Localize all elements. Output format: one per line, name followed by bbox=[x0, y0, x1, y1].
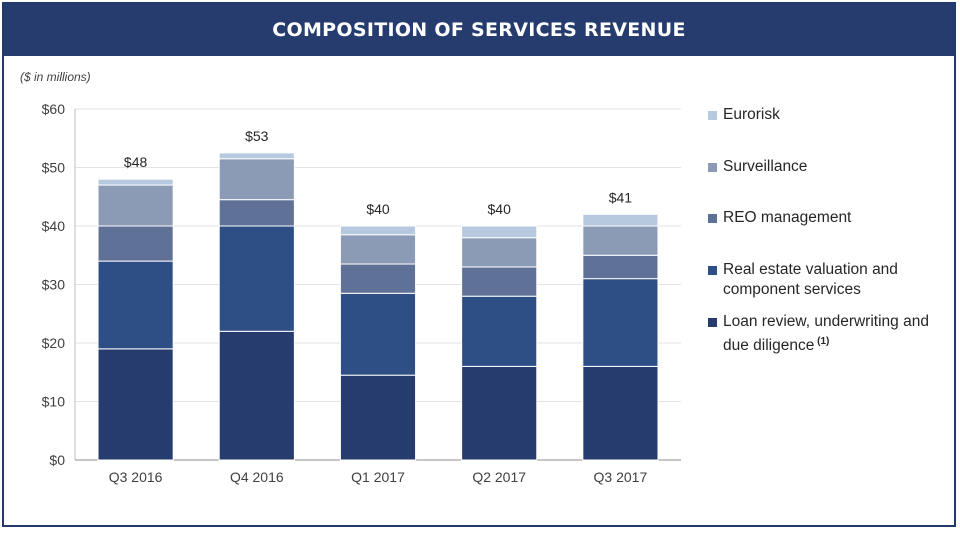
legend-label-text: Loan review, underwriting and due dilige… bbox=[723, 313, 929, 355]
legend-label: Real estate valuation and component serv… bbox=[723, 260, 933, 300]
legend-label-text: Eurorisk bbox=[723, 106, 780, 123]
y-tick-label: $10 bbox=[42, 394, 66, 410]
bar-segment bbox=[218, 152, 295, 160]
bar-segment bbox=[582, 254, 659, 280]
slide-title-bar: COMPOSITION OF SERVICES REVENUE bbox=[4, 4, 954, 56]
bar-segment bbox=[339, 263, 417, 294]
legend-label-text: REO management bbox=[723, 209, 852, 226]
y-tick-label: $0 bbox=[49, 452, 65, 468]
bar-segment bbox=[339, 374, 417, 461]
bar-segment bbox=[97, 260, 174, 350]
legend-item: REO management bbox=[708, 208, 933, 228]
legend-swatch bbox=[708, 318, 717, 327]
bar-segment bbox=[97, 184, 174, 227]
bar-segment bbox=[582, 278, 659, 367]
bar-segment bbox=[218, 199, 295, 227]
bar-segment bbox=[582, 365, 659, 461]
bar-segment bbox=[218, 225, 295, 332]
x-tick-label: Q4 2016 bbox=[230, 469, 284, 485]
bar-segment bbox=[97, 348, 174, 461]
x-tick-label: Q3 2017 bbox=[594, 469, 648, 485]
bar-total-label: $40 bbox=[366, 201, 390, 217]
bar-segment bbox=[218, 330, 295, 461]
x-tick-label: Q2 2017 bbox=[472, 469, 526, 485]
legend-item: Real estate valuation and component serv… bbox=[708, 260, 933, 300]
bar-segment bbox=[339, 234, 417, 265]
legend-label: Loan review, underwriting and due dilige… bbox=[723, 312, 933, 356]
y-tick-label: $60 bbox=[42, 101, 66, 117]
bar-segment bbox=[97, 225, 174, 262]
legend-swatch bbox=[708, 214, 717, 223]
legend-item: Loan review, underwriting and due dilige… bbox=[708, 312, 933, 356]
bar-total-label: $41 bbox=[609, 189, 633, 205]
bar-segment bbox=[582, 225, 659, 256]
chart-title: COMPOSITION OF SERVICES REVENUE bbox=[272, 19, 686, 41]
bar-total-label: $40 bbox=[488, 201, 512, 217]
x-tick-label: Q1 2017 bbox=[351, 469, 405, 485]
bar-segment bbox=[218, 158, 295, 201]
legend-label: Surveillance bbox=[723, 157, 933, 177]
legend-swatch bbox=[708, 163, 717, 172]
bar-segment bbox=[461, 266, 538, 297]
y-tick-label: $40 bbox=[42, 218, 66, 234]
legend-footnote-marker: (1) bbox=[814, 336, 830, 347]
legend-label-text: Surveillance bbox=[723, 158, 808, 175]
legend-item: Surveillance bbox=[708, 157, 933, 177]
bar-total-label: $53 bbox=[245, 128, 269, 144]
legend-label-text: Real estate valuation and component serv… bbox=[723, 261, 898, 298]
bar-segment bbox=[461, 365, 538, 461]
bar-segment bbox=[461, 237, 538, 268]
bar-total-label: $48 bbox=[124, 154, 148, 170]
legend-swatch bbox=[708, 111, 717, 120]
legend-item: Eurorisk bbox=[708, 105, 933, 125]
y-tick-label: $30 bbox=[42, 277, 66, 293]
bar-segment bbox=[339, 225, 417, 236]
legend-swatch bbox=[708, 266, 717, 275]
bar-segment bbox=[339, 292, 417, 376]
bar-segment bbox=[461, 225, 538, 239]
units-note: ($ in millions) bbox=[20, 70, 91, 84]
bar-segment bbox=[582, 213, 659, 227]
legend-label: Eurorisk bbox=[723, 105, 933, 125]
bar-segment bbox=[461, 295, 538, 367]
bar-segment bbox=[97, 178, 174, 186]
y-tick-label: $20 bbox=[42, 335, 66, 351]
legend-label: REO management bbox=[723, 208, 933, 228]
y-tick-label: $50 bbox=[42, 160, 66, 176]
x-tick-label: Q3 2016 bbox=[109, 469, 163, 485]
